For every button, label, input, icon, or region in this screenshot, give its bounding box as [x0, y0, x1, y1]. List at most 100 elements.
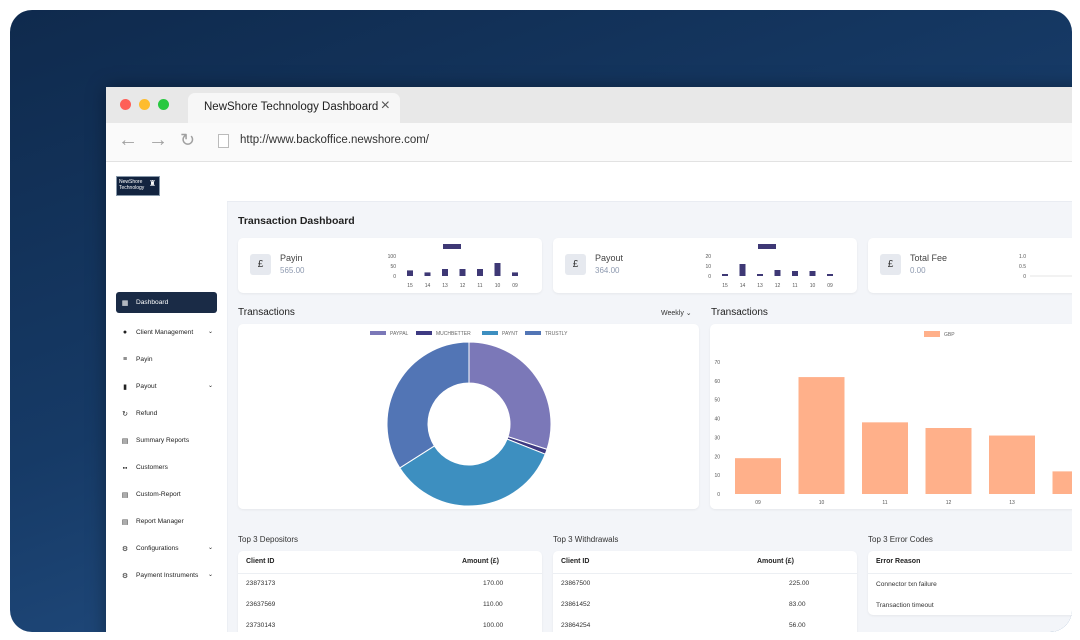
x-tick-label: 12	[460, 283, 466, 289]
legend-label[interactable]: GBP	[944, 332, 955, 338]
legend-label[interactable]: PAYNT	[502, 331, 518, 337]
minimize-window-dot[interactable]	[139, 99, 150, 110]
sidebar-item-client-management[interactable]: ● Client Management ⌄	[116, 319, 217, 346]
lighthouse-icon: ♜	[148, 179, 156, 188]
maximize-window-dot[interactable]	[158, 99, 169, 110]
back-arrow-icon[interactable]: ←	[118, 129, 138, 151]
stat-label: Payin	[280, 253, 303, 263]
bar-mark[interactable]	[798, 377, 845, 494]
bar-mark[interactable]	[1052, 471, 1073, 494]
refresh-icon: ↻	[122, 410, 128, 418]
bar-mark[interactable]	[862, 422, 908, 494]
close-window-dot[interactable]	[120, 99, 131, 110]
pie-slice-trustly[interactable]	[386, 341, 470, 469]
report-icon: ▤	[121, 491, 129, 499]
address-bar: ← → ↻ http://www.backoffice.newshore.com…	[106, 123, 1072, 162]
sidebar-item-summary-reports[interactable]: ▤ Summary Reports	[116, 427, 217, 454]
x-tick-label: 14	[740, 283, 746, 289]
transactions-bar-chart: GBP010203040506070091011121314	[714, 331, 1073, 506]
tab-title: NewShore Technology Dashboard	[204, 101, 379, 113]
sidebar-item-label: Payout	[136, 383, 157, 390]
pie-slice-paynt[interactable]	[399, 438, 546, 507]
weekly-dropdown-label: Weekly	[661, 310, 684, 317]
legend-label[interactable]: PAYPAL	[390, 331, 409, 337]
table-divider	[868, 573, 1072, 574]
table-cell-client-id: 23873173	[246, 580, 276, 587]
legend-swatch	[482, 331, 498, 335]
stat-card-payin: £ Payin 565.00 100 50 0 15 14 13 12 11 10 09	[238, 238, 542, 293]
legend-swatch	[924, 331, 940, 337]
forward-arrow-icon[interactable]: →	[148, 129, 168, 151]
chart-tooltip-marker	[443, 244, 461, 249]
sidebar-item-label: Refund	[136, 410, 158, 417]
x-tick-label: 11	[477, 283, 482, 289]
legend-label[interactable]: MUCHBETTER	[436, 331, 471, 337]
table-cell-client-id: 23864254	[561, 622, 591, 629]
bar-mark[interactable]	[989, 435, 1035, 494]
mini-bar-chart-total-fee: 1.0 0.5 0	[1019, 254, 1072, 280]
close-tab-icon[interactable]: ×	[380, 97, 390, 114]
url-input[interactable]: http://www.backoffice.newshore.com/	[240, 134, 429, 146]
stat-card-total-fee: £ Total Fee 0.00 1.0 0.5 0	[868, 238, 1072, 293]
sidebar-item-label: Customers	[136, 464, 168, 471]
x-tick-label: 12	[946, 500, 952, 506]
x-tick-label: 11	[792, 283, 797, 289]
sidebar-item-label: Dashboard	[136, 299, 169, 306]
sidebar-item-configurations[interactable]: ⚙ Configurations ⌄	[116, 535, 217, 562]
sidebar-item-custom-report[interactable]: ▤ Custom-Report	[116, 481, 217, 508]
legend-swatch	[525, 331, 541, 335]
stat-value: 364.00	[595, 266, 620, 275]
legend-swatch	[370, 331, 386, 335]
legend-label[interactable]: TRUSTLY	[545, 331, 568, 337]
x-tick-label: 15	[722, 283, 728, 289]
bar-mark	[757, 274, 763, 276]
sidebar-item-payment-instruments[interactable]: ⚙ Payment Instruments ⌄	[116, 562, 217, 589]
page-icon	[218, 134, 229, 148]
chevron-down-icon: ⌄	[207, 383, 213, 389]
y-tick-label: 60	[714, 379, 720, 385]
top-withdrawals-table: Client ID Amount (£) 23867500 225.00 238…	[553, 551, 857, 632]
newshore-logo[interactable]: NewShore Technology ♜	[116, 176, 160, 196]
chevron-down-icon: ⌄	[207, 572, 213, 578]
top-header	[227, 162, 1072, 202]
table-header-client-id: Client ID	[246, 558, 275, 565]
top-error-codes-table: Error Reason Connector txn failure Trans…	[868, 551, 1072, 615]
table-header-client-id: Client ID	[561, 558, 590, 565]
gears-icon: ⚙	[121, 545, 129, 553]
table-cell-client-id: 23637569	[246, 601, 276, 608]
sidebar-item-dashboard[interactable]: ▦ Dashboard	[116, 292, 217, 313]
stat-label: Total Fee	[910, 253, 948, 263]
browser-titlebar: NewShore Technology Dashboard ×	[106, 87, 1072, 123]
weekly-dropdown[interactable]: Weekly ⌄	[661, 309, 692, 317]
browser-window: NewShore Technology Dashboard × ← → ↻ ht…	[106, 87, 1072, 632]
x-tick-label: 14	[425, 283, 431, 289]
transactions-pie-title: Transactions	[238, 307, 295, 318]
browser-tab[interactable]: NewShore Technology Dashboard ×	[188, 93, 400, 123]
bar-mark[interactable]	[925, 428, 972, 494]
bar-mark	[774, 270, 781, 276]
table-cell-amount: 83.00	[789, 601, 806, 608]
sidebar-item-customers[interactable]: ●● Customers	[116, 454, 217, 481]
gears-icon: ⚙	[121, 572, 129, 580]
pie-slice-paypal[interactable]	[468, 341, 552, 450]
sidebar-item-report-manager[interactable]: ▤ Report Manager	[116, 508, 217, 535]
y-tick-label: 0	[708, 274, 711, 280]
sidebar-item-payout[interactable]: ▮ Payout ⌄	[116, 373, 217, 400]
list-icon: ≡	[122, 356, 128, 363]
legend-swatch	[416, 331, 432, 335]
bar-mark[interactable]	[735, 458, 781, 494]
x-tick-label: 12	[775, 283, 781, 289]
table-header-amount: Amount (£)	[757, 558, 794, 565]
table-cell-client-id: 23730143	[246, 622, 276, 629]
y-tick-label: 50	[714, 398, 720, 404]
bar-mark	[792, 271, 798, 276]
sidebar-item-refund[interactable]: ↻ Refund	[116, 400, 217, 427]
y-tick-label: 20	[714, 454, 720, 460]
x-tick-label: 11	[882, 500, 887, 506]
sidebar-item-payin[interactable]: ≡ Payin	[116, 346, 217, 373]
y-tick-label: 20	[705, 254, 711, 260]
chevron-down-icon: ⌄	[207, 329, 213, 335]
bar-mark	[459, 269, 466, 276]
reload-icon[interactable]: ↻	[180, 130, 196, 150]
user-icon: ●	[122, 329, 128, 336]
